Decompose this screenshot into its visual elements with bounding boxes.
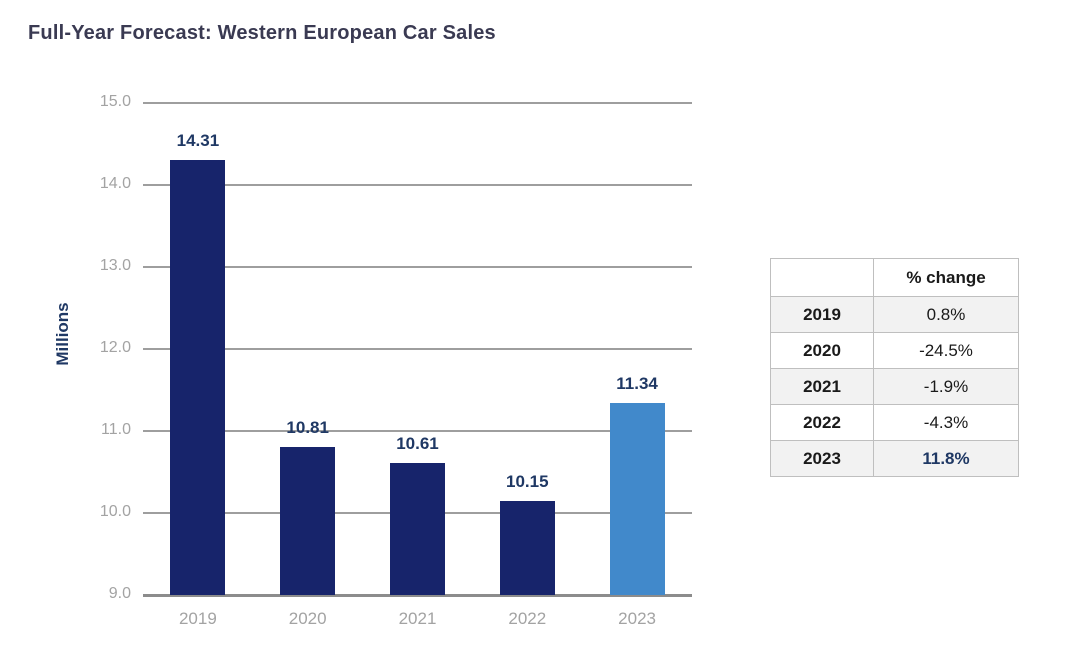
x-axis-tick-label: 2019 [178, 609, 217, 628]
y-axis-tick-label: 14.0 [99, 175, 131, 192]
bar-2021 [390, 462, 445, 595]
table-row-2023: 2023 11.8% [770, 440, 1019, 477]
y-axis-tick-label: 15.0 [99, 93, 131, 110]
bar-2023 [609, 403, 665, 595]
y-axis-tick-label: 12.0 [99, 339, 131, 356]
table-row-2020: 2020 -24.5% [770, 332, 1019, 369]
bar-value-label: 10.61 [396, 433, 439, 453]
bar-value-label: 10.81 [286, 417, 329, 437]
year-cell: 2019 [770, 296, 874, 333]
bar-value-label: 11.34 [616, 374, 658, 394]
table-row-2021: 2021 -1.9% [770, 368, 1019, 405]
pct-change-cell: -1.9% [873, 368, 1019, 405]
pct-change-table-body: 2019 0.8% 2020 -24.5% 2021 -1.9% 2022 -4.3% 2023… [770, 296, 1019, 477]
y-axis-tick-label: 10.0 [99, 503, 131, 520]
year-cell: 2020 [770, 332, 874, 369]
bar-value-label: 14.31 [176, 130, 220, 150]
gridline [143, 102, 692, 104]
y-axis-tick-label: 9.0 [108, 585, 131, 602]
year-cell: 2023 [770, 440, 874, 477]
pct-change-cell: -4.3% [873, 404, 1019, 441]
pct-change-cell: -24.5% [873, 332, 1019, 369]
header-cell-blank [770, 258, 874, 297]
pct-change-table: % change 2019 0.8% 2020 -24.5% 2021 -1.9% 2022… [770, 258, 1019, 477]
bar-2019 [170, 159, 226, 595]
pct-change-cell: 0.8% [873, 296, 1019, 333]
bar-value-label: 10.15 [506, 471, 549, 491]
gridline [143, 184, 692, 186]
y-axis-title: Millions [53, 302, 72, 366]
year-cell: 2022 [770, 404, 874, 441]
x-axis-line [143, 594, 692, 597]
header-cell-pct-change: % change [873, 258, 1019, 297]
y-axis-tick-label: 13.0 [99, 257, 131, 274]
table-row-2019: 2019 0.8% [770, 296, 1019, 333]
pct-change-table-header: % change [770, 258, 1019, 297]
table-row-2022: 2022 -4.3% [770, 404, 1019, 441]
x-axis-tick-label: 2020 [288, 609, 327, 628]
pct-change-cell: 11.8% [873, 440, 1019, 477]
bar-2022 [499, 500, 555, 595]
y-axis-tick-label: 11.0 [101, 421, 131, 438]
gridline [143, 348, 692, 350]
x-axis-tick-label: 2021 [398, 609, 437, 628]
gridline [143, 266, 692, 268]
year-cell: 2021 [770, 368, 874, 405]
gridline [143, 430, 692, 432]
x-axis-tick-label: 2023 [618, 609, 656, 628]
table-header-row: % change [770, 258, 1019, 297]
chart-title: Full-Year Forecast: Western European Car… [28, 22, 496, 44]
bar-2020 [280, 446, 336, 595]
x-axis-tick-label: 2022 [508, 609, 547, 628]
